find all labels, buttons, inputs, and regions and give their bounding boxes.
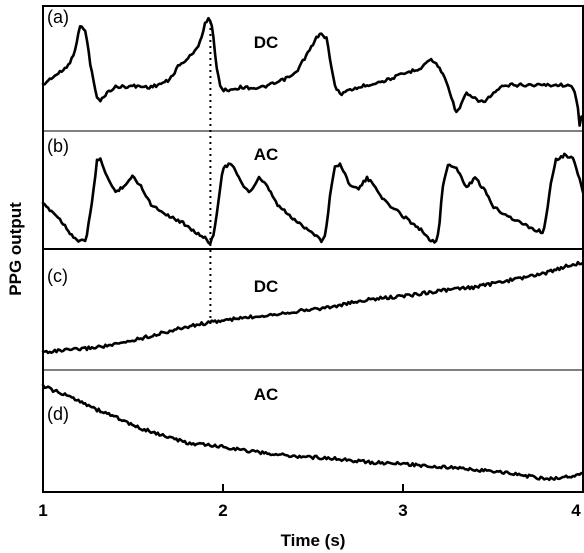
trace-c-1 — [41, 260, 584, 355]
y-axis-title: PPG output — [6, 202, 25, 296]
panel-tag-a: (a) — [47, 7, 69, 27]
plot-frames — [42, 5, 584, 493]
x-axis: 1 2 3 4 — [38, 484, 584, 520]
trace-d-1 — [41, 383, 584, 482]
panel-title-d: AC — [254, 385, 279, 404]
panel-title-b: AC — [254, 145, 279, 164]
x-tick-label-4: 4 — [571, 501, 581, 520]
panel-title-c: DC — [254, 277, 279, 296]
trace-a-1 — [41, 16, 584, 127]
trace-b-1 — [41, 152, 584, 246]
x-tick-label-3: 3 — [398, 501, 407, 520]
signal-traces — [41, 16, 584, 482]
panel-tag-d: (d) — [47, 404, 69, 424]
panel-title-a: DC — [254, 33, 279, 52]
panel-tag-c: (c) — [47, 266, 68, 286]
x-tick-label-2: 2 — [218, 501, 227, 520]
panel-labels: (a) DC (b) AC (c) DC (d) AC — [47, 7, 278, 424]
x-axis-title: Time (s) — [281, 531, 346, 550]
x-tick-label-1: 1 — [38, 501, 47, 520]
panel-tag-b: (b) — [47, 136, 69, 156]
